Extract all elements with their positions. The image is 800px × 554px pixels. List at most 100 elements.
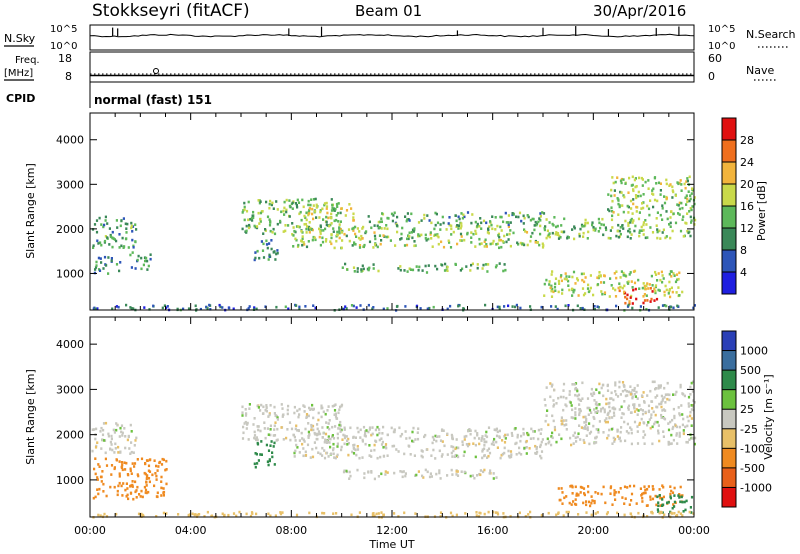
echo-cell bbox=[466, 231, 469, 235]
echo-cell bbox=[380, 239, 383, 242]
echo-cell bbox=[346, 439, 349, 443]
echo-cell bbox=[331, 434, 334, 437]
echo-cell bbox=[612, 398, 615, 402]
echo-cell bbox=[356, 448, 360, 451]
echo-cell bbox=[664, 393, 667, 396]
echo-cell bbox=[630, 492, 634, 496]
echo-cell bbox=[637, 511, 640, 515]
echo-cell bbox=[355, 453, 358, 457]
echo-cell bbox=[130, 226, 133, 230]
echo-cell bbox=[551, 270, 554, 273]
echo-cell bbox=[140, 256, 143, 260]
echo-cell bbox=[355, 235, 358, 238]
velocity-echo-cells bbox=[91, 380, 697, 519]
echo-cell bbox=[269, 428, 272, 431]
echo-cell bbox=[378, 234, 382, 237]
echo-cell bbox=[603, 410, 606, 414]
date-label: 30/Apr/2016 bbox=[593, 2, 686, 20]
echo-cell bbox=[257, 428, 260, 432]
echo-cell bbox=[623, 195, 626, 199]
echo-cell bbox=[247, 438, 250, 441]
echo-cell bbox=[540, 305, 543, 309]
echo-cell bbox=[481, 448, 484, 451]
echo-cell bbox=[121, 431, 124, 435]
echo-cell bbox=[264, 409, 267, 412]
echo-cell bbox=[598, 221, 601, 225]
echo-cell bbox=[633, 410, 637, 413]
echo-cell bbox=[691, 187, 694, 190]
echo-cell bbox=[518, 451, 521, 455]
echo-cell bbox=[629, 385, 632, 388]
echo-cell bbox=[345, 234, 348, 238]
echo-cell bbox=[284, 305, 287, 309]
y-tick-label: 4000 bbox=[56, 338, 84, 351]
echo-cell bbox=[461, 440, 464, 443]
echo-cell bbox=[95, 230, 99, 234]
echo-cell bbox=[614, 383, 617, 387]
echo-cell bbox=[264, 436, 267, 440]
echo-cell bbox=[647, 404, 651, 408]
echo-cell bbox=[312, 407, 315, 411]
echo-cell bbox=[641, 496, 644, 500]
echo-cell bbox=[271, 451, 274, 454]
echo-cell bbox=[129, 306, 132, 309]
echo-cell bbox=[333, 409, 337, 412]
colorbar-swatch bbox=[722, 409, 736, 430]
echo-cell bbox=[149, 253, 152, 256]
echo-cell bbox=[666, 381, 669, 385]
echo-cell bbox=[611, 209, 614, 213]
echo-cell bbox=[648, 283, 651, 286]
echo-cell bbox=[249, 514, 253, 518]
echo-cell bbox=[550, 305, 553, 308]
echo-cell bbox=[526, 214, 529, 217]
echo-cell bbox=[154, 472, 157, 475]
echo-cell bbox=[444, 262, 447, 266]
echo-cell bbox=[125, 237, 128, 240]
echo-cell bbox=[606, 420, 609, 424]
echo-cell bbox=[112, 237, 115, 240]
echo-cell bbox=[457, 455, 460, 459]
echo-cell bbox=[165, 459, 168, 463]
echo-cell bbox=[475, 232, 478, 235]
echo-cell bbox=[460, 222, 463, 225]
echo-cell bbox=[664, 236, 667, 240]
echo-cell bbox=[427, 264, 430, 267]
echo-cell bbox=[486, 449, 489, 452]
echo-cell bbox=[321, 207, 324, 211]
echo-cell bbox=[221, 306, 224, 309]
echo-cell bbox=[319, 232, 322, 235]
echo-cell bbox=[335, 214, 338, 217]
echo-cell bbox=[109, 235, 112, 239]
echo-cell bbox=[611, 199, 614, 203]
echo-cell bbox=[582, 293, 586, 297]
echo-cell bbox=[95, 427, 98, 431]
echo-cell bbox=[98, 487, 101, 491]
echo-cell bbox=[632, 202, 635, 206]
echo-cell bbox=[429, 233, 432, 236]
echo-cell bbox=[100, 223, 103, 226]
echo-cell bbox=[460, 239, 463, 242]
echo-cell bbox=[380, 437, 383, 440]
echo-cell bbox=[351, 244, 354, 247]
echo-cell bbox=[436, 267, 439, 271]
echo-cell bbox=[574, 413, 577, 417]
echo-cell bbox=[441, 215, 444, 219]
echo-cell bbox=[560, 419, 563, 423]
x-tick-label: 00:00 bbox=[74, 524, 106, 537]
echo-cell bbox=[503, 451, 506, 455]
echo-cell bbox=[104, 421, 108, 425]
echo-cell bbox=[668, 280, 671, 284]
echo-cell bbox=[650, 274, 653, 278]
echo-cell bbox=[147, 464, 151, 468]
echo-cell bbox=[685, 203, 688, 206]
echo-cell bbox=[514, 305, 517, 309]
echo-cell bbox=[282, 209, 285, 213]
echo-cell bbox=[241, 411, 244, 414]
echo-cell bbox=[343, 428, 346, 431]
echo-cell bbox=[671, 418, 674, 422]
echo-cell bbox=[559, 395, 562, 399]
echo-cell bbox=[549, 286, 552, 290]
echo-cell bbox=[321, 240, 325, 244]
echo-cell bbox=[364, 430, 367, 433]
